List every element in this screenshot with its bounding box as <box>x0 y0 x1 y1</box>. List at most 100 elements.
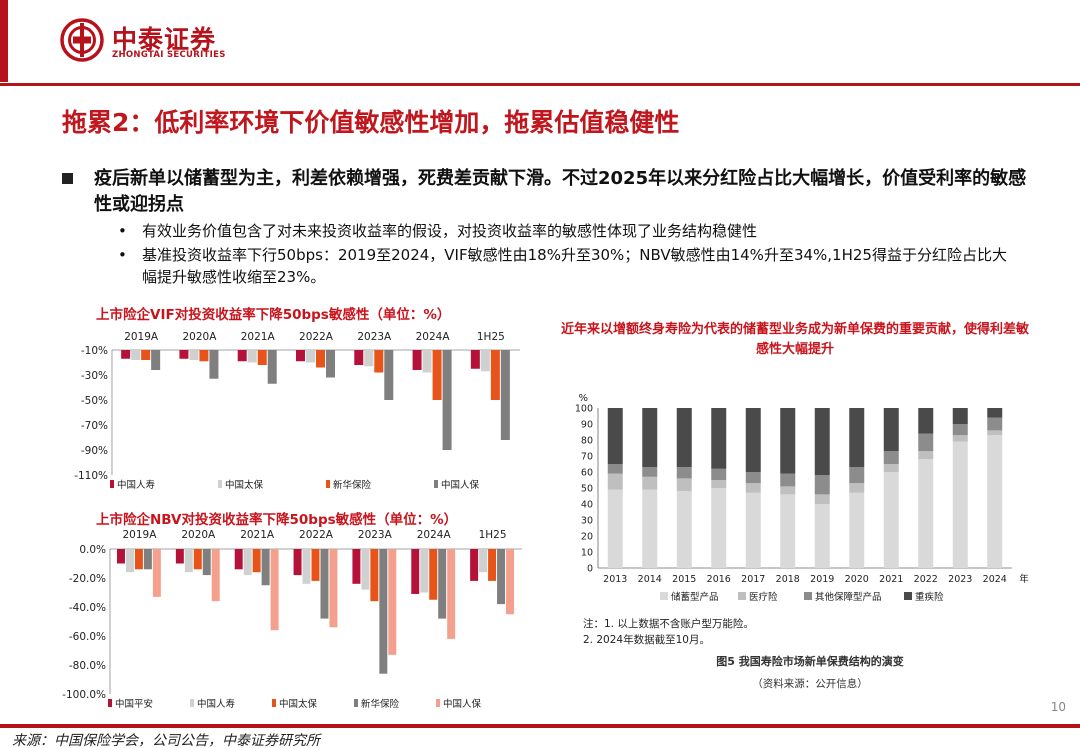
y-tick-label: -50% <box>81 395 108 407</box>
bar <box>211 549 220 602</box>
stacked-bar-segment <box>883 464 899 472</box>
stacked-bar-segment <box>987 408 1003 418</box>
stacked-bar-segment <box>676 491 692 568</box>
legend-label: 医疗险 <box>749 591 778 603</box>
bar <box>497 549 506 605</box>
y-tick-label: 100 <box>575 404 593 415</box>
legend-swatch <box>190 699 194 707</box>
category-label: 2021A <box>241 331 276 343</box>
bar <box>131 350 141 360</box>
bar <box>151 350 161 370</box>
legend-swatch <box>434 480 438 488</box>
stacked-bar-segment <box>952 435 968 442</box>
bar <box>479 549 488 573</box>
bar <box>438 549 447 619</box>
bar <box>237 350 247 362</box>
stacked-bar-segment <box>676 408 692 468</box>
y-tick-label: -80.0% <box>69 660 106 672</box>
bar <box>480 350 490 372</box>
bar <box>270 549 279 631</box>
bar <box>193 549 202 570</box>
stacked-bar-segment <box>883 451 899 464</box>
category-label: 2013 <box>603 574 627 585</box>
legend-swatch <box>804 592 812 600</box>
bar <box>293 549 302 576</box>
legend-label: 储蓄型产品 <box>671 591 719 603</box>
stacked-bar-segment <box>780 408 796 474</box>
bar <box>361 549 370 590</box>
bar <box>374 350 384 373</box>
bar <box>311 549 320 581</box>
bar <box>422 350 432 373</box>
legend-swatch <box>108 699 112 707</box>
y-tick-label: -40.0% <box>69 602 106 614</box>
stacked-bar-segment <box>952 408 968 424</box>
stacked-bar-segment <box>745 483 761 493</box>
company-name-cn: 中泰证券 <box>112 25 217 54</box>
y-tick-label: -110% <box>74 470 108 482</box>
legend-swatch <box>110 480 114 488</box>
stacked-bar-segment <box>849 467 865 484</box>
sub-bullet: • 基准投资收益率下行50bps：2019至2024，VIF敏感性由18%升至30… <box>114 244 1014 288</box>
stacked-bar-segment <box>780 494 796 568</box>
y-tick-label: 50 <box>581 484 593 495</box>
category-label: 2023A <box>358 529 393 541</box>
chart-note-2: 2. 2024年数据截至10月。 <box>583 634 710 646</box>
bar <box>175 549 184 564</box>
legend-swatch <box>436 699 440 707</box>
bar <box>184 549 193 573</box>
category-label: 2022A <box>299 331 334 343</box>
vif-sensitivity-chart: -10% -30% -50% -70% -90% -110% 2019A 2020A 2021A… <box>74 331 520 491</box>
figure-source: （资料来源：公开信息） <box>752 678 868 690</box>
bar <box>384 350 394 400</box>
category-label: 2023A <box>357 331 392 343</box>
bar <box>306 350 315 363</box>
structure-chart-title: 近年来以增额终身寿险为代表的储蓄型业务成为新单保费的重要贡献，使得利差敏感性大幅… <box>560 322 1029 357</box>
bar <box>141 350 151 360</box>
y-tick-label: -60.0% <box>69 631 106 643</box>
header-accent-bar <box>0 0 8 82</box>
legend-swatch <box>272 699 276 707</box>
stacked-bar-segment <box>642 489 658 568</box>
y-tick-label: -70% <box>81 420 108 432</box>
y-tick-label: -10% <box>81 345 108 357</box>
stacked-bar-segment <box>745 492 761 568</box>
bar <box>202 549 211 576</box>
category-label: 2024A <box>417 529 452 541</box>
bar <box>296 350 305 362</box>
category-label: 2020A <box>182 331 217 343</box>
stacked-bar-segment <box>745 408 761 472</box>
category-label: 2020A <box>181 529 216 541</box>
bar <box>488 549 497 581</box>
y-tick-label: 60 <box>581 468 593 479</box>
stacked-bar-segment <box>642 476 658 490</box>
bar <box>442 350 452 450</box>
stacked-bar-segment <box>883 408 899 452</box>
new-business-structure-chart: % 0 10 20 30 40 50 60 70 80 90 100 2013 2014 2015 2016 2… <box>575 393 1029 603</box>
bar <box>199 350 209 362</box>
y-axis-unit: % <box>578 393 588 404</box>
bar <box>134 549 143 570</box>
bar <box>420 549 429 593</box>
bar <box>388 549 397 655</box>
bar <box>117 549 125 564</box>
y-tick-label: -20.0% <box>69 573 106 585</box>
bar <box>247 350 257 363</box>
legend-swatch <box>326 480 330 488</box>
source-note: 来源：中国保险学会，公司公告，中泰证券研究所 <box>12 733 320 748</box>
bar <box>302 549 311 584</box>
bar <box>506 549 514 615</box>
stacked-bar-segment <box>814 504 830 568</box>
bullet-dot-icon: • <box>118 246 127 264</box>
legend-swatch <box>218 480 222 488</box>
bar <box>121 350 131 359</box>
figure-caption: 图5 我国寿险市场新单保费结构的演变 <box>716 655 904 668</box>
bullet-dot-icon: • <box>118 222 127 240</box>
bar <box>470 549 479 581</box>
legend-label: 新华保险 <box>333 479 372 491</box>
bar <box>429 549 438 600</box>
bar <box>267 350 277 384</box>
sub-bullet-list: • 有效业务价值包含了对未来投资收益率的假设，对投资收益率的敏感性体现了业务结构稳… <box>114 220 1014 290</box>
header-divider <box>0 83 1080 86</box>
stacked-bar-segment <box>849 492 865 568</box>
